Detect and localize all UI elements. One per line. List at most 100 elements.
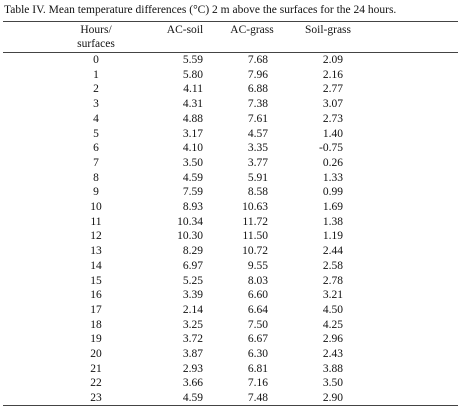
hour-cell: 23	[90, 392, 102, 405]
value-cell: 8.58	[247, 186, 268, 199]
value-cell: 5.25	[182, 274, 203, 287]
value-cell: 4.31	[182, 98, 203, 111]
value-cell: 1.19	[322, 230, 343, 243]
value-cell: 5.59	[182, 54, 203, 66]
value-cell: 1.69	[322, 201, 343, 213]
value-cell: 2.58	[322, 259, 343, 272]
header-rule	[3, 52, 458, 53]
value-cell: 4.59	[182, 171, 203, 184]
hour-cell: 22	[90, 377, 102, 390]
value-cell: 10.63	[242, 201, 268, 213]
value-cell: 3.87	[182, 348, 203, 360]
value-cell: 3.50	[182, 156, 203, 169]
value-cell: 7.68	[247, 54, 268, 66]
value-cell: 7.96	[247, 68, 268, 81]
value-cell: 10.34	[177, 215, 203, 228]
value-cell: 5.80	[182, 68, 203, 81]
value-cell: 7.38	[247, 98, 268, 111]
value-cell: 6.97	[182, 259, 203, 272]
value-cell: 8.93	[182, 201, 203, 213]
value-cell: 2.73	[322, 112, 343, 125]
column-header: AC-grass	[230, 24, 274, 36]
value-cell: 7.48	[247, 392, 268, 405]
hour-cell: 9	[93, 186, 99, 199]
value-cell: 2.96	[322, 333, 343, 346]
hour-cell: 19	[90, 333, 102, 346]
hour-cell: 0	[93, 54, 99, 66]
column-header: Soil-grass	[305, 24, 351, 36]
hour-cell: 5	[93, 127, 99, 140]
bottom-rule	[3, 405, 458, 406]
hour-cell: 16	[90, 289, 102, 302]
value-cell: 1.33	[322, 171, 343, 184]
column-header: AC-soil	[166, 24, 204, 36]
column-header: Hours/ surfaces	[77, 24, 115, 50]
value-cell: 7.50	[247, 318, 268, 331]
value-cell: 3.17	[182, 127, 203, 140]
hour-cell: 7	[93, 156, 99, 169]
value-cell: 2.90	[322, 392, 343, 405]
value-cell: 10.72	[242, 245, 268, 258]
value-cell: 3.88	[322, 362, 343, 375]
value-cell: 7.16	[247, 377, 268, 390]
value-cell: 3.50	[322, 377, 343, 390]
value-cell: -0.75	[319, 142, 343, 155]
value-cell: 4.88	[182, 112, 203, 125]
value-cell: 6.30	[247, 348, 268, 360]
value-cell: 7.61	[247, 112, 268, 125]
value-cell: 11.72	[242, 215, 268, 228]
value-cell: 4.10	[182, 142, 203, 155]
value-cell: 4.50	[322, 303, 343, 316]
top-rule	[3, 21, 458, 22]
value-cell: 6.81	[247, 362, 268, 375]
value-cell: 2.43	[322, 348, 343, 360]
hour-cell: 12	[90, 230, 102, 243]
value-cell: 3.21	[322, 289, 343, 302]
value-cell: 4.57	[247, 127, 268, 140]
value-cell: 3.66	[182, 377, 203, 390]
value-cell: 4.59	[182, 392, 203, 405]
hour-cell: 14	[90, 259, 102, 272]
hour-cell: 15	[90, 274, 102, 287]
hour-cell: 6	[93, 142, 99, 155]
hour-cell: 17	[90, 303, 102, 316]
hour-cell: 13	[90, 245, 102, 258]
value-cell: 4.11	[183, 83, 203, 96]
value-cell: 6.88	[247, 83, 268, 96]
hour-cell: 18	[90, 318, 102, 331]
table-caption: Table IV. Mean temperature differences (…	[4, 4, 397, 16]
hour-cell: 21	[90, 362, 102, 375]
value-cell: 10.30	[177, 230, 203, 243]
hour-cell: 2	[93, 83, 99, 96]
value-cell: 0.99	[322, 186, 343, 199]
hour-cell: 20	[90, 348, 102, 360]
hour-cell: 10	[90, 201, 102, 213]
value-cell: 6.64	[247, 303, 268, 316]
value-cell: 6.60	[247, 289, 268, 302]
hour-cell: 4	[93, 112, 99, 125]
value-cell: 2.44	[322, 245, 343, 258]
value-cell: 1.40	[322, 127, 343, 140]
value-cell: 0.26	[322, 156, 343, 169]
value-cell: 3.39	[182, 289, 203, 302]
hour-cell: 3	[93, 98, 99, 111]
value-cell: 3.77	[247, 156, 268, 169]
value-cell: 3.35	[247, 142, 268, 155]
value-cell: 9.55	[247, 259, 268, 272]
hour-cell: 1	[93, 68, 99, 81]
value-cell: 3.07	[322, 98, 343, 111]
value-cell: 5.91	[247, 171, 268, 184]
value-cell: 6.67	[247, 333, 268, 346]
hour-cell: 11	[90, 215, 102, 228]
value-cell: 3.25	[182, 318, 203, 331]
value-cell: 7.59	[182, 186, 203, 199]
value-cell: 2.77	[322, 83, 343, 96]
value-cell: 2.14	[182, 303, 203, 316]
value-cell: 1.38	[322, 215, 343, 228]
value-cell: 11.50	[242, 230, 268, 243]
value-cell: 4.25	[322, 318, 343, 331]
value-cell: 2.78	[322, 274, 343, 287]
value-cell: 8.29	[182, 245, 203, 258]
value-cell: 2.93	[182, 362, 203, 375]
